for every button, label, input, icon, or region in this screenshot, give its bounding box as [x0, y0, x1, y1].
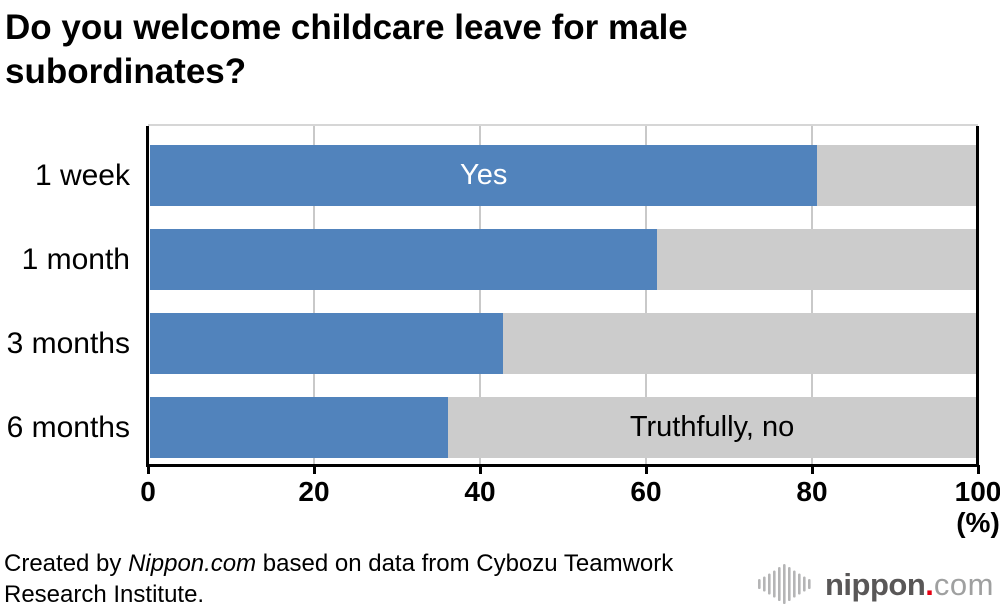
category-label-1-week: 1 week — [34, 158, 130, 192]
logo-brand-dot: . — [925, 566, 934, 602]
bar-segment-no — [657, 229, 976, 290]
credit-line2: Research Institute. — [4, 581, 205, 608]
logo-brand-tld: com — [933, 566, 994, 602]
bar-segment-no — [817, 145, 976, 206]
bar-row-1-month — [150, 229, 976, 290]
logo-brand-main: nippon — [825, 566, 926, 602]
x-axis-unit-label: (%) — [956, 507, 1000, 538]
x-tick-mark-20 — [312, 465, 316, 474]
credit-text: Created by Nippon.com based on data from… — [4, 548, 673, 610]
bar-segment-yes: Yes — [150, 145, 818, 206]
nippon-logo-text: nippon.com — [825, 569, 994, 600]
bar-segment-yes — [150, 397, 449, 458]
bar-row-6-months: Truthfully, no — [150, 397, 976, 458]
bar-row-3-months — [150, 313, 976, 374]
credit-prefix: Created by — [4, 550, 129, 577]
chart-title: Do you welcome childcare leave for male … — [5, 6, 688, 94]
gridline-20 — [313, 126, 315, 465]
credit-line1-rest: based on data from Cybozu Teamwork — [256, 550, 674, 577]
category-label-1-month: 1 month — [21, 242, 130, 276]
nippon-logo: nippon.com — [756, 562, 994, 606]
soundwave-icon — [758, 564, 811, 604]
plot-area: Yes Truthfully, no — [148, 125, 978, 465]
x-axis-line — [146, 464, 979, 467]
chart-title-line1: Do you welcome childcare leave for male — [5, 8, 688, 47]
bar-label-yes: Yes — [460, 159, 508, 191]
y-axis-line — [146, 126, 149, 465]
bar-label-truthfully-no: Truthfully, no — [629, 411, 795, 443]
x-tick-label-40: 40 — [464, 476, 496, 507]
x-tick-label-60: 60 — [630, 476, 662, 507]
bar-segment-yes — [150, 313, 503, 374]
bar-segment-no — [502, 313, 976, 374]
credit-line1: Created by Nippon.com based on data from… — [4, 548, 673, 579]
x-tick-label-100: 100 — [954, 476, 1000, 507]
x-tick-mark-60 — [644, 465, 648, 474]
chart-title-line2: subordinates? — [5, 52, 247, 91]
gridline-60 — [645, 126, 647, 465]
x-tick-mark-100 — [976, 465, 980, 474]
bar-row-1-week: Yes — [150, 145, 976, 206]
credit-source-name: Nippon.com — [128, 550, 257, 577]
x-tick-label-0: 0 — [140, 476, 156, 507]
category-label-6-months: 6 months — [6, 410, 130, 444]
x-tick-label-80: 80 — [796, 476, 828, 507]
x-tick-mark-40 — [478, 465, 482, 474]
bar-segment-yes — [150, 229, 658, 290]
bar-segment-no: Truthfully, no — [448, 397, 976, 458]
category-label-3-months: 3 months — [6, 326, 130, 360]
x-tick-mark-80 — [810, 465, 814, 474]
plot-right-border — [976, 126, 979, 465]
gridline-40 — [479, 126, 481, 465]
gridline-80 — [811, 126, 813, 465]
x-tick-label-20: 20 — [298, 476, 330, 507]
x-tick-mark-0 — [146, 465, 150, 474]
plot-top-border — [148, 124, 978, 126]
